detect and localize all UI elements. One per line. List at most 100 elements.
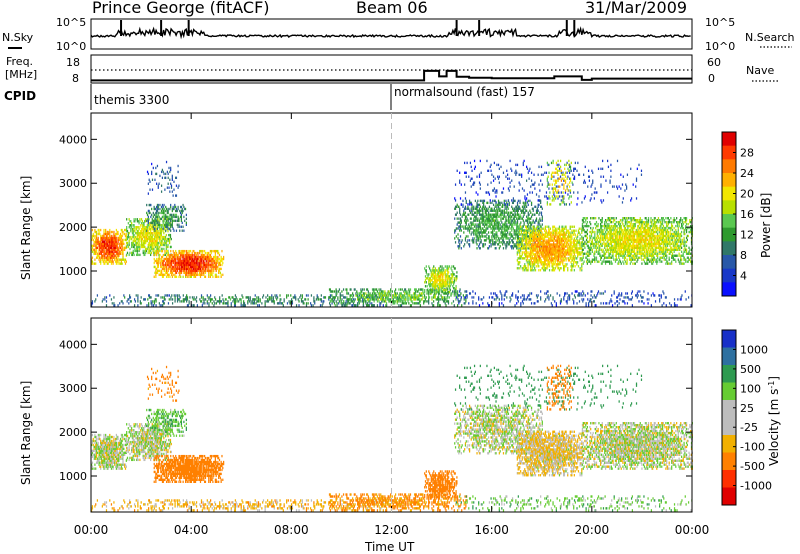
power-cell	[490, 243, 492, 246]
power-cell	[109, 240, 111, 244]
power-cell	[126, 229, 129, 233]
power-cell	[246, 296, 248, 299]
power-cell	[168, 261, 170, 265]
power-cell	[169, 170, 171, 174]
power-cell	[145, 249, 147, 253]
power-cell	[428, 294, 430, 297]
power-cell	[425, 265, 427, 268]
power-cell	[256, 300, 258, 303]
power-cell	[154, 259, 156, 263]
power-cell	[230, 304, 232, 307]
power-cell	[199, 263, 202, 267]
power-cell	[158, 226, 160, 229]
power-cell	[241, 294, 243, 297]
power-cell	[192, 249, 194, 253]
power-cell	[153, 227, 155, 230]
power-cell	[305, 304, 308, 307]
power-cell	[404, 296, 407, 299]
power-cell	[176, 223, 178, 226]
power-cell	[110, 248, 113, 251]
power-cell	[335, 290, 337, 293]
power-cell	[144, 241, 146, 245]
power-cell	[175, 259, 177, 263]
power-cell	[179, 229, 181, 232]
power-cell	[144, 233, 146, 237]
power-cell	[414, 294, 417, 297]
power-cell	[196, 251, 198, 255]
power-cell	[433, 288, 436, 291]
power-cell	[199, 257, 202, 261]
power-cell	[429, 288, 431, 291]
power-cell	[192, 263, 194, 267]
power-cell	[194, 273, 197, 277]
power-cell	[261, 302, 263, 305]
power-cell	[118, 254, 120, 257]
power-cell	[108, 250, 110, 253]
power-cell	[395, 294, 398, 297]
power-cell	[150, 226, 153, 229]
power-cell	[188, 265, 190, 269]
power-cell	[165, 269, 168, 273]
power-cell	[96, 252, 99, 255]
power-cell	[101, 250, 103, 253]
power-cell	[152, 247, 154, 251]
power-cell	[203, 259, 205, 263]
power-cell	[210, 255, 212, 259]
power-cell	[453, 277, 456, 280]
power-cell	[115, 246, 118, 250]
power-cell	[456, 296, 459, 299]
power-cell	[426, 277, 428, 280]
power-cell	[157, 265, 159, 269]
power-cell	[342, 288, 345, 291]
power-cell	[114, 248, 117, 251]
power-cell	[227, 304, 229, 307]
power-cell	[176, 261, 178, 265]
power-cell	[479, 247, 481, 250]
power-cell	[437, 298, 439, 301]
power-cell	[197, 265, 199, 269]
power-cell	[179, 249, 181, 253]
power-cell	[465, 300, 467, 303]
power-cell	[459, 239, 461, 242]
power-cell	[196, 271, 198, 275]
power-cell	[419, 288, 422, 291]
power-cell	[120, 236, 122, 240]
power-cell	[147, 224, 149, 227]
power-cell	[190, 265, 193, 269]
power-cell	[105, 252, 107, 255]
power-cell	[91, 260, 93, 263]
power-cell	[157, 218, 159, 221]
power-cell	[115, 250, 118, 253]
power-cell	[209, 271, 212, 275]
power-cell	[459, 213, 462, 216]
power-cell	[323, 300, 325, 303]
power-cell	[201, 304, 203, 307]
power-cell	[173, 213, 175, 217]
power-cell	[174, 298, 176, 301]
power-cell	[152, 225, 154, 228]
power-cell	[456, 227, 458, 230]
power-cell	[108, 238, 110, 242]
power-cell	[167, 269, 169, 273]
power-cell	[105, 250, 108, 253]
power-cell	[165, 225, 168, 228]
power-cell	[137, 229, 139, 233]
power-cell	[164, 241, 166, 245]
power-cell	[115, 260, 118, 263]
power-cell	[155, 229, 158, 233]
power-cell	[283, 298, 285, 301]
power-cell	[161, 257, 163, 261]
power-cell	[460, 298, 462, 301]
power-cell	[179, 251, 181, 255]
power-cell	[114, 246, 116, 250]
power-cell	[461, 225, 463, 228]
power-cell	[328, 296, 330, 299]
power-cell	[112, 262, 114, 265]
power-cell	[143, 224, 145, 227]
power-cell	[443, 300, 445, 303]
power-cell	[177, 257, 179, 261]
power-cell	[337, 298, 339, 301]
power-cell	[385, 300, 387, 303]
power-cell	[167, 275, 169, 278]
power-cell	[495, 247, 497, 250]
